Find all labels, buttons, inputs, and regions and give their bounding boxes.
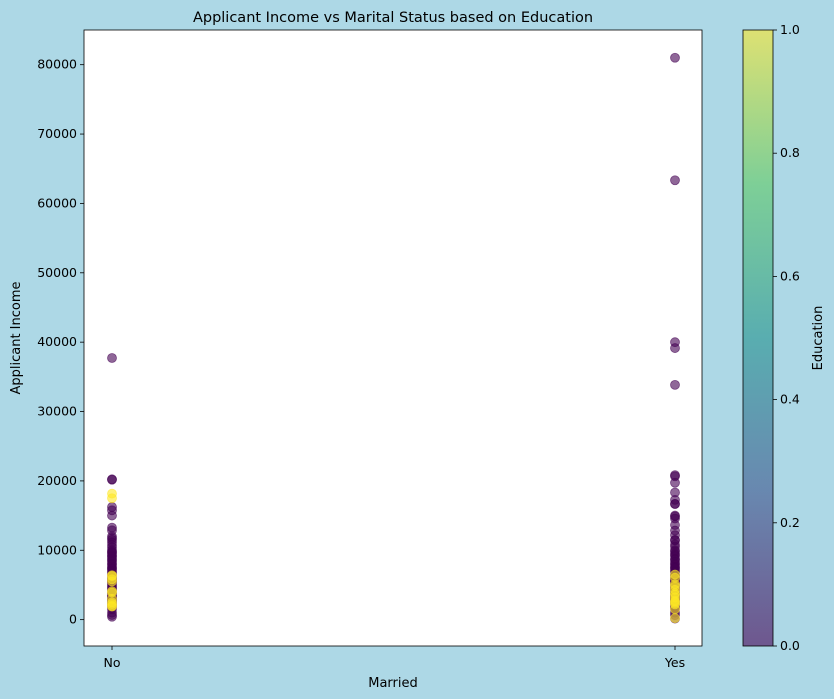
x-tick-label: Yes [664, 655, 685, 670]
plot-area [83, 29, 703, 647]
colorbar [742, 29, 774, 647]
scatter-point [670, 343, 680, 353]
scatter-point [107, 611, 117, 622]
y-tick-label: 80000 [37, 57, 77, 72]
colorbar-tick-label: 0.6 [780, 268, 800, 283]
scatter-point [107, 353, 117, 363]
x-tick-label: No [104, 655, 121, 670]
scatter-point [107, 576, 117, 587]
colorbar-tick-label: 0.0 [780, 638, 800, 653]
scatter-point [107, 510, 117, 521]
scatter-points [107, 52, 680, 624]
colorbar-tick-label: 1.0 [780, 22, 800, 37]
scatter-point [670, 604, 680, 615]
y-axis-label: Applicant Income [9, 281, 24, 394]
y-tick-label: 60000 [37, 195, 77, 210]
scatter-point [107, 601, 117, 612]
x-axis-label: Married [368, 676, 418, 691]
x-axis-ticks: No Yes [104, 646, 685, 670]
scatter-point [670, 379, 680, 390]
colorbar-tick-label: 0.2 [780, 515, 800, 530]
y-tick-label: 20000 [37, 473, 77, 488]
y-tick-label: 0 [69, 612, 77, 627]
scatter-point [670, 499, 680, 509]
y-tick-label: 40000 [37, 334, 77, 349]
y-tick-label: 70000 [37, 126, 77, 141]
colorbar-ticks: 0.0 0.2 0.4 0.6 0.8 1.0 [773, 22, 800, 653]
chart-title: Applicant Income vs Marital Status based… [193, 10, 593, 26]
y-tick-label: 50000 [37, 265, 77, 280]
y-tick-label: 30000 [37, 404, 77, 419]
colorbar-label: Education [811, 306, 826, 371]
scatter-point [107, 474, 117, 485]
colorbar-tick-label: 0.8 [780, 145, 800, 160]
colorbar-tick-label: 0.4 [780, 392, 800, 407]
scatter-point [107, 493, 117, 504]
scatter-point [670, 613, 680, 624]
scatter-point [670, 477, 680, 488]
y-tick-label: 10000 [37, 542, 77, 557]
scatter-point [670, 52, 680, 63]
scatter-point [670, 175, 680, 186]
y-axis-ticks: 0 10000 20000 30000 40000 50000 60000 70000 8000… [37, 57, 84, 627]
